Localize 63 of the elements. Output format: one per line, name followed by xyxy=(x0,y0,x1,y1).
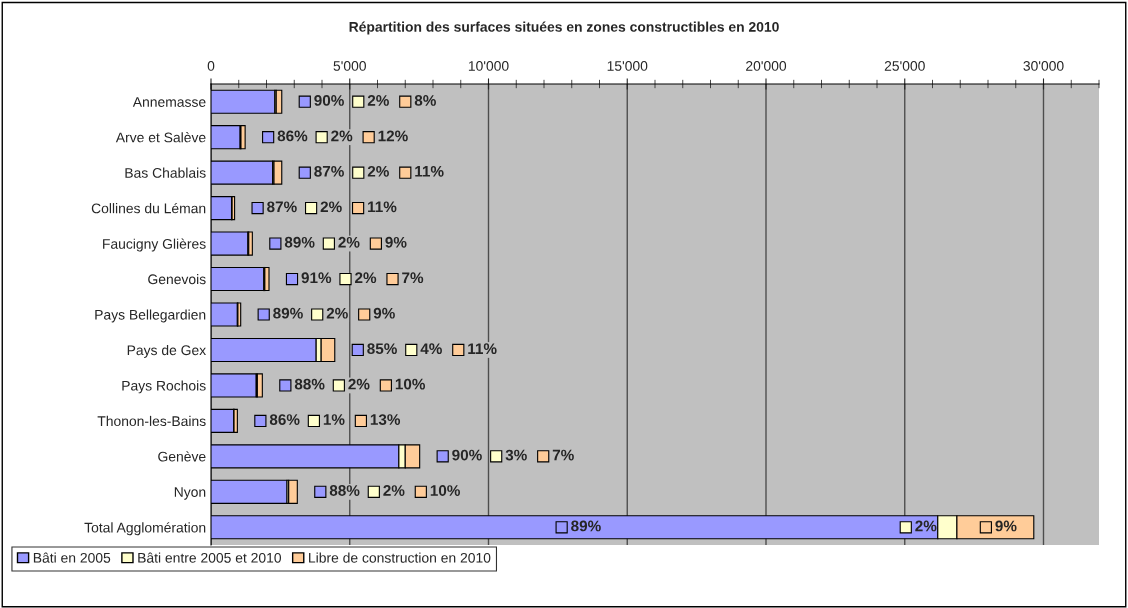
y-tick-label: Total Agglomération xyxy=(84,522,206,536)
annotation: 86% xyxy=(269,414,300,425)
annotation: 11% xyxy=(368,201,397,213)
annotation: 1% xyxy=(323,414,345,425)
annotation: 89% xyxy=(273,307,303,319)
annotation: 87% xyxy=(267,201,297,213)
x-tick-label: 25'000 xyxy=(884,61,925,71)
annotation: 2% xyxy=(338,236,360,248)
y-tick-label: Pays Bellegardien xyxy=(95,309,206,323)
annotation: 2% xyxy=(367,165,389,177)
x-tick-label: 10'000 xyxy=(468,61,509,71)
y-tick-label: Arve et Salève xyxy=(115,132,206,143)
annotation: 7% xyxy=(402,272,424,284)
annotation: 88% xyxy=(329,485,360,496)
x-tick-label: 5'000 xyxy=(333,61,366,71)
annotation: 87% xyxy=(314,165,344,177)
annotation: 89% xyxy=(284,236,315,248)
y-tick-label: Pays de Gex xyxy=(127,344,206,358)
annotation: 2% xyxy=(348,378,370,390)
annotation: 90% xyxy=(452,449,482,461)
y-tick-label: Faucigny Glières xyxy=(103,238,206,252)
annotation: 2% xyxy=(320,201,342,213)
annotation: 10% xyxy=(395,378,426,390)
annotation: 11% xyxy=(415,165,444,177)
x-tick-label: 15'000 xyxy=(607,61,648,71)
y-tick-label: Nyon xyxy=(174,487,206,500)
legend-label: Bâti entre 2005 et 2010 xyxy=(138,552,282,563)
annotation: 2% xyxy=(355,272,377,284)
annotation: 12% xyxy=(378,130,408,142)
annotation: 8% xyxy=(414,95,436,106)
x-tick-label: 20'000 xyxy=(746,61,787,71)
annotation: 10% xyxy=(430,485,460,496)
y-tick-label: Genève xyxy=(158,451,206,462)
annotation: 2% xyxy=(383,485,405,496)
x-tick-label: 30'000 xyxy=(1023,61,1064,71)
annotation: 85% xyxy=(367,343,397,355)
annotation: 86% xyxy=(277,130,308,142)
annotation: 4% xyxy=(420,343,442,355)
y-tick-label: Pays Rochois xyxy=(122,380,206,394)
y-tick-label: Bas Chablais xyxy=(125,167,206,178)
chart-title: Répartition des surfaces situées en zones constructibles en 2010 xyxy=(349,21,779,35)
legend-label: Libre de construction en 2010 xyxy=(309,552,491,563)
annotation: 2% xyxy=(331,130,353,142)
annotation: 9% xyxy=(373,307,395,319)
annotation: 2% xyxy=(915,520,937,532)
y-tick-label: Genevois xyxy=(148,274,206,285)
annotation: 13% xyxy=(370,414,401,426)
annotation: 90% xyxy=(314,95,344,106)
y-tick-label: Annemasse xyxy=(132,97,206,107)
annotation: 3% xyxy=(505,449,527,461)
annotation: 9% xyxy=(385,236,407,248)
y-tick-label: Collines du Léman xyxy=(91,202,206,214)
x-tick-label: 0 xyxy=(207,61,215,71)
annotation: 7% xyxy=(552,449,574,461)
annotation: 11% xyxy=(468,343,497,355)
annotation: 88% xyxy=(294,378,325,390)
annotation: 2% xyxy=(367,95,389,106)
y-tick-label: Thonon-les-Bains xyxy=(97,415,206,427)
annotation: 9% xyxy=(995,520,1017,532)
annotation: 89% xyxy=(571,520,601,532)
legend-label: Bâti en 2005 xyxy=(33,552,111,563)
annotation: 91% xyxy=(301,272,332,284)
annotation: 2% xyxy=(326,307,348,319)
